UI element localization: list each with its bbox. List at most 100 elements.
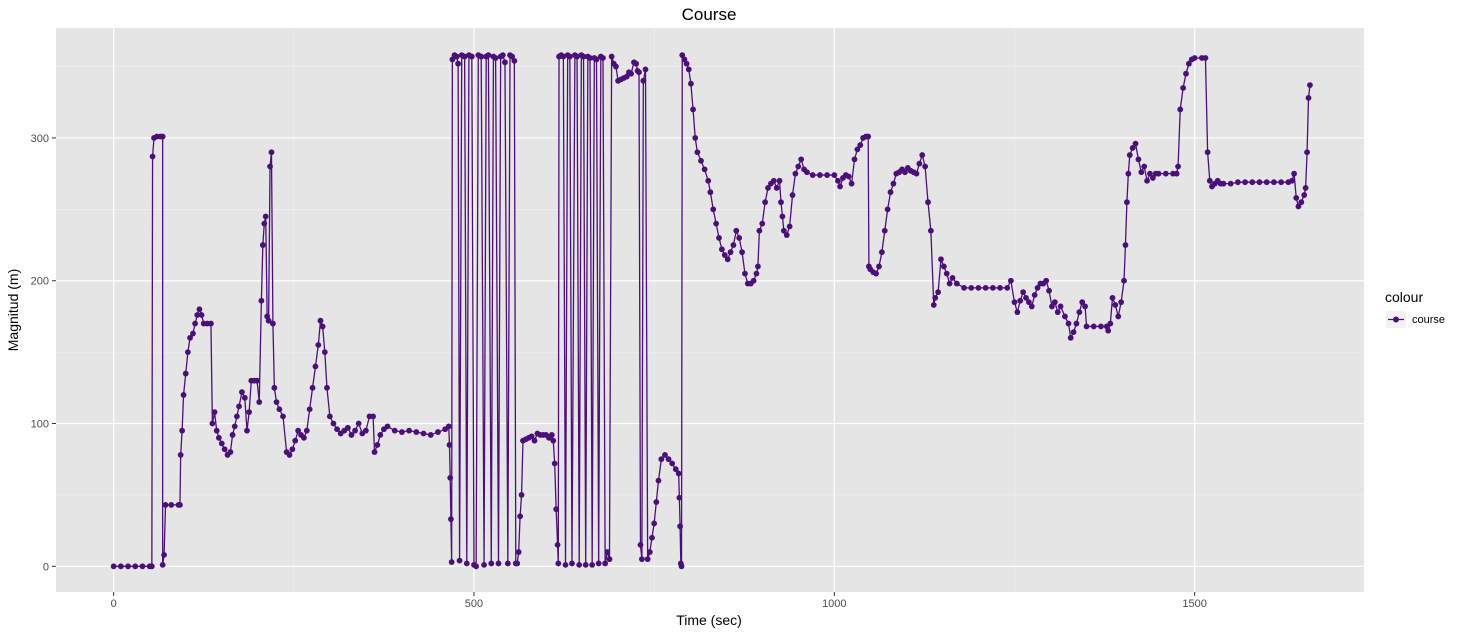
- data-point: [194, 312, 201, 318]
- x-tick-label: 500: [465, 598, 483, 610]
- data-point: [1049, 303, 1055, 310]
- data-point: [848, 180, 855, 187]
- y-tick-label: 0: [43, 561, 49, 573]
- data-point: [1070, 329, 1077, 336]
- data-point: [1173, 170, 1180, 177]
- data-point: [267, 163, 273, 170]
- data-point: [602, 560, 609, 567]
- data-point: [644, 556, 651, 563]
- data-point: [665, 456, 672, 463]
- data-point: [1249, 179, 1256, 186]
- data-point: [1293, 195, 1300, 201]
- data-point: [555, 560, 562, 567]
- data-point: [391, 427, 398, 434]
- data-point: [1051, 299, 1058, 306]
- data-point: [551, 460, 558, 467]
- data-point: [606, 556, 613, 563]
- data-point: [317, 317, 324, 324]
- data-point: [930, 302, 937, 308]
- data-point: [730, 242, 737, 248]
- data-point: [837, 183, 843, 190]
- data-point: [878, 249, 885, 256]
- data-point: [550, 437, 557, 444]
- data-point: [589, 561, 596, 568]
- data-point: [739, 249, 745, 256]
- data-point: [953, 280, 960, 287]
- data-point: [595, 560, 602, 567]
- data-point: [845, 173, 852, 180]
- data-point: [773, 185, 780, 191]
- data-point: [211, 409, 218, 415]
- data-point: [925, 199, 931, 206]
- data-point: [1118, 299, 1125, 306]
- data-point: [804, 169, 810, 176]
- data-point: [1227, 180, 1234, 187]
- data-point: [566, 53, 573, 60]
- data-point: [1004, 284, 1011, 291]
- data-point: [1025, 299, 1032, 306]
- data-point: [1242, 179, 1248, 186]
- data-point: [655, 477, 662, 484]
- data-point: [448, 559, 455, 565]
- data-point: [989, 284, 996, 291]
- data-point: [258, 297, 265, 304]
- data-point: [514, 560, 521, 567]
- data-point: [208, 320, 214, 327]
- data-point: [1180, 85, 1187, 91]
- data-point: [770, 177, 777, 184]
- data-point: [315, 342, 322, 348]
- data-point: [1126, 152, 1133, 158]
- data-point: [628, 70, 634, 77]
- data-point: [518, 492, 525, 498]
- data-point: [1147, 170, 1153, 177]
- data-point: [233, 413, 240, 420]
- data-point: [831, 172, 838, 178]
- data-point: [236, 403, 242, 410]
- data-point: [651, 520, 658, 527]
- data-point: [755, 263, 761, 270]
- data-point: [270, 320, 276, 327]
- data-point: [1112, 302, 1119, 308]
- data-point: [593, 56, 600, 63]
- data-point: [1202, 55, 1209, 61]
- data-point: [445, 423, 452, 430]
- data-point: [639, 556, 645, 563]
- data-point: [319, 323, 326, 330]
- data-point: [265, 317, 272, 324]
- data-point: [1204, 149, 1211, 156]
- data-point: [309, 384, 316, 391]
- data-point: [1256, 179, 1263, 186]
- data-point: [707, 189, 714, 196]
- data-point: [765, 185, 771, 191]
- data-point: [303, 427, 310, 434]
- data-point: [817, 172, 823, 178]
- data-point: [289, 446, 296, 453]
- data-point: [261, 220, 268, 227]
- data-point: [177, 452, 184, 458]
- data-point: [495, 560, 502, 567]
- data-point: [492, 55, 499, 61]
- data-point: [241, 394, 248, 401]
- data-point: [890, 180, 897, 187]
- data-point: [1220, 180, 1227, 187]
- data-point: [473, 563, 480, 570]
- data-point: [1307, 82, 1313, 89]
- data-point: [968, 284, 975, 291]
- data-point: [262, 213, 269, 220]
- data-point: [692, 135, 699, 141]
- data-point: [218, 440, 225, 447]
- data-point: [244, 427, 250, 434]
- data-point: [268, 149, 275, 156]
- data-point: [569, 560, 575, 567]
- data-point: [562, 561, 569, 568]
- data-point: [161, 551, 168, 558]
- chart-title: Course: [682, 5, 737, 24]
- data-point: [509, 53, 516, 60]
- data-point: [675, 470, 682, 477]
- data-point: [677, 523, 683, 530]
- data-point: [876, 263, 882, 270]
- data-point: [504, 560, 511, 567]
- data-point: [927, 227, 934, 234]
- data-point: [1098, 323, 1104, 330]
